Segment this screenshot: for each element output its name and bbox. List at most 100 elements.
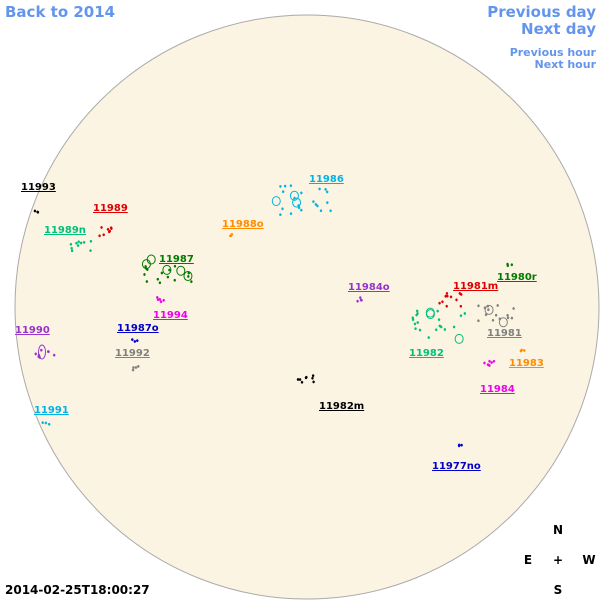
sunspot [452, 325, 456, 329]
sunspot [102, 233, 105, 237]
sunspot [190, 280, 193, 284]
sunspot [183, 271, 193, 282]
sunspot [289, 190, 299, 201]
region-label: 11987 [159, 254, 194, 265]
sunspot [427, 336, 430, 340]
sunspot [176, 265, 186, 276]
sunspot [289, 184, 293, 188]
sunspot [324, 187, 327, 191]
sunspot [492, 359, 496, 363]
region-label: 11989n [44, 225, 86, 236]
sunspot [279, 184, 282, 188]
sunspot [98, 234, 101, 238]
region-label: 11980r [497, 272, 537, 283]
sunspot [137, 364, 140, 368]
sunspot [325, 190, 329, 194]
sunspot [434, 328, 438, 332]
compass-south: S [554, 583, 563, 597]
sunspot [70, 246, 73, 250]
sunspot [326, 201, 329, 205]
region-label: 11992 [115, 348, 150, 359]
sunspot [33, 209, 37, 213]
sunspot [271, 196, 281, 207]
sunspot [156, 277, 160, 281]
sunspot [107, 230, 111, 234]
previous-day-link[interactable]: Previous day [487, 3, 596, 21]
sunspot [173, 264, 177, 268]
sunspot [437, 318, 441, 322]
compass-center: + [553, 553, 563, 567]
region-label: 11981m [453, 281, 498, 292]
sunspot [441, 300, 444, 304]
sunspot [510, 316, 514, 320]
solar-disk [14, 14, 600, 600]
compass-east: E [524, 553, 532, 567]
sunspot [311, 374, 315, 378]
sunspot [484, 304, 494, 315]
sunspot [312, 380, 315, 384]
sunspot [77, 240, 80, 244]
sunspot [520, 348, 524, 352]
sunspot [506, 313, 509, 317]
sunspot [89, 249, 92, 253]
sunspot [438, 324, 442, 328]
region-label: 11977no [432, 461, 481, 472]
sunspot [415, 313, 418, 317]
sunspot [490, 361, 493, 364]
region-label: 11984 [480, 384, 515, 395]
sunspot [166, 275, 170, 279]
sunspot [158, 281, 162, 285]
sunspot [134, 366, 138, 369]
sunspot [444, 294, 447, 298]
next-hour-link[interactable]: Next hour [535, 58, 597, 71]
sunspot [523, 349, 526, 352]
sunspot [281, 190, 285, 194]
sunspot [455, 298, 458, 302]
sunspot [132, 366, 135, 370]
sunspot [454, 333, 464, 344]
sunspot [329, 209, 332, 213]
sunspot [173, 278, 177, 282]
sunspot [89, 239, 93, 243]
sunspot [316, 204, 319, 208]
sunspot [168, 268, 171, 272]
sunspot [488, 359, 491, 363]
sunspot [438, 301, 441, 305]
sunspot [106, 227, 110, 231]
sunspot [510, 263, 514, 267]
sunspot [187, 271, 190, 275]
sunspot [296, 378, 300, 381]
sunspot [47, 422, 51, 426]
sunspot [496, 304, 499, 307]
region-label: 11991 [34, 405, 69, 416]
sunspot [436, 309, 439, 313]
sunspot [477, 304, 480, 308]
sunspot [443, 328, 447, 331]
sunspot [136, 339, 139, 343]
back-link[interactable]: Back to 2014 [5, 3, 115, 21]
sunspot [457, 444, 461, 448]
sunspot [506, 264, 510, 268]
sunspot [38, 344, 46, 360]
sunspot [483, 361, 486, 365]
sunspot [413, 322, 417, 326]
sunspot [75, 241, 78, 245]
sunspot [52, 353, 56, 357]
region-label: 11981 [487, 328, 522, 339]
sunspot [356, 299, 359, 303]
sunspot [47, 350, 50, 354]
sunspot [281, 207, 284, 211]
next-day-link[interactable]: Next day [521, 20, 596, 38]
sunspot [131, 368, 135, 372]
region-label: 11989 [93, 203, 128, 214]
region-label: 11993 [21, 182, 56, 193]
sunspot [300, 380, 304, 384]
sunspot [300, 191, 303, 195]
previous-hour-link[interactable]: Previous hour [510, 46, 597, 59]
sunspot [133, 340, 137, 343]
sunspot [44, 421, 48, 425]
sunspot [488, 364, 491, 368]
sunspot [300, 208, 303, 212]
sunspot [425, 309, 435, 320]
